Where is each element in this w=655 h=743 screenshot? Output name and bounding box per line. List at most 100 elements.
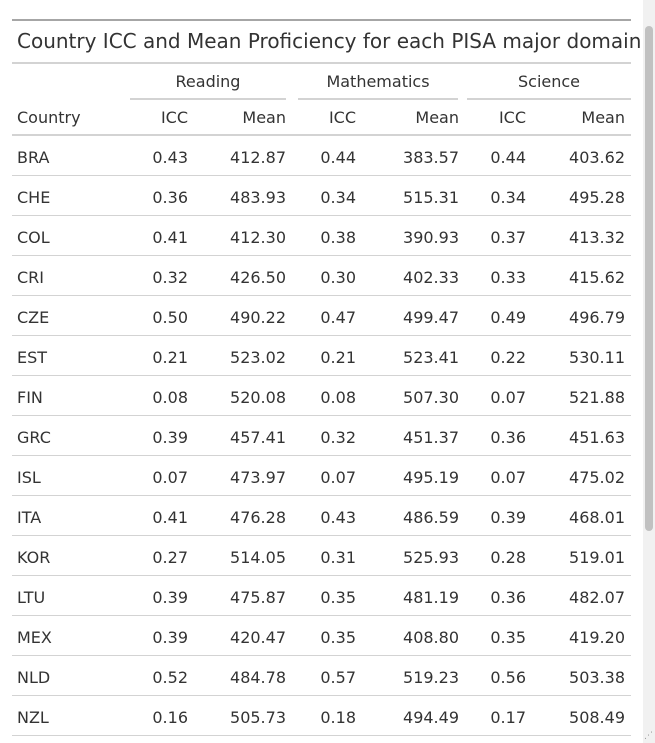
cell-math-icc: 0.57: [320, 668, 356, 687]
cell-country: EST: [17, 348, 48, 367]
spanner-mathematics: Mathematics: [298, 64, 458, 100]
cell-reading-icc: 0.32: [152, 268, 188, 287]
cell-science-icc: 0.07: [490, 388, 526, 407]
table-row: ITA 0.41 476.28 0.43 486.59 0.39 468.01: [12, 496, 631, 536]
cell-science-icc: 0.34: [490, 188, 526, 207]
cell-reading-icc: 0.50: [152, 308, 188, 327]
column-header-math-mean: Mean: [415, 108, 459, 127]
cell-science-icc: 0.35: [490, 628, 526, 647]
cell-math-mean: 494.49: [403, 708, 459, 727]
cell-math-icc: 0.34: [320, 188, 356, 207]
table-row: FIN 0.08 520.08 0.08 507.30 0.07 521.88: [12, 376, 631, 416]
spanner-science: Science: [467, 64, 631, 100]
cell-math-mean: 486.59: [403, 508, 459, 527]
cell-reading-icc: 0.16: [152, 708, 188, 727]
cell-country: CRI: [17, 268, 45, 287]
cell-country: FIN: [17, 388, 43, 407]
cell-reading-icc: 0.39: [152, 588, 188, 607]
cell-math-icc: 0.38: [320, 228, 356, 247]
cell-math-mean: 390.93: [403, 228, 459, 247]
cell-science-icc: 0.28: [490, 548, 526, 567]
cell-science-icc: 0.22: [490, 348, 526, 367]
table-row: MEX 0.39 420.47 0.35 408.80 0.35 419.20: [12, 616, 631, 656]
cell-math-mean: 408.80: [403, 628, 459, 647]
cell-country: LTU: [17, 588, 46, 607]
table-row: LTU 0.39 475.87 0.35 481.19 0.36 482.07: [12, 576, 631, 616]
cell-reading-icc: 0.39: [152, 628, 188, 647]
resize-grip-icon[interactable]: ⋰: [644, 731, 653, 741]
cell-math-mean: 481.19: [403, 588, 459, 607]
cell-science-mean: 451.63: [569, 428, 625, 447]
cell-reading-mean: 490.22: [230, 308, 286, 327]
cell-science-mean: 415.62: [569, 268, 625, 287]
cell-science-icc: 0.39: [490, 508, 526, 527]
cell-reading-mean: 475.87: [230, 588, 286, 607]
cell-country: GRC: [17, 428, 51, 447]
cell-science-mean: 413.32: [569, 228, 625, 247]
cell-country: NLD: [17, 668, 51, 687]
table-row: NZL 0.16 505.73 0.18 494.49 0.17 508.49: [12, 696, 631, 736]
cell-science-icc: 0.37: [490, 228, 526, 247]
cell-reading-icc: 0.41: [152, 508, 188, 527]
cell-reading-mean: 505.73: [230, 708, 286, 727]
cell-reading-icc: 0.27: [152, 548, 188, 567]
cell-math-icc: 0.43: [320, 508, 356, 527]
cell-reading-icc: 0.52: [152, 668, 188, 687]
cell-reading-mean: 412.87: [230, 148, 286, 167]
cell-science-icc: 0.36: [490, 428, 526, 447]
cell-science-icc: 0.56: [490, 668, 526, 687]
cell-reading-mean: 514.05: [230, 548, 286, 567]
column-header-row: Country ICC Mean ICC Mean ICC Mean: [12, 100, 631, 136]
cell-reading-icc: 0.21: [152, 348, 188, 367]
cell-country: ISL: [17, 468, 41, 487]
cell-math-icc: 0.47: [320, 308, 356, 327]
cell-math-icc: 0.35: [320, 588, 356, 607]
cell-science-mean: 521.88: [569, 388, 625, 407]
cell-science-mean: 482.07: [569, 588, 625, 607]
cell-country: MEX: [17, 628, 52, 647]
cell-math-icc: 0.32: [320, 428, 356, 447]
column-header-reading-icc: ICC: [160, 108, 188, 127]
cell-science-icc: 0.33: [490, 268, 526, 287]
cell-math-mean: 499.47: [403, 308, 459, 327]
cell-math-mean: 451.37: [403, 428, 459, 447]
vertical-scrollbar[interactable]: [643, 0, 655, 743]
cell-math-icc: 0.30: [320, 268, 356, 287]
cell-science-mean: 475.02: [569, 468, 625, 487]
cell-reading-mean: 483.93: [230, 188, 286, 207]
cell-math-mean: 525.93: [403, 548, 459, 567]
column-header-country: Country: [17, 108, 81, 127]
table-row: EST 0.21 523.02 0.21 523.41 0.22 530.11: [12, 336, 631, 376]
cell-science-mean: 519.01: [569, 548, 625, 567]
scrollbar-thumb[interactable]: [645, 26, 653, 531]
table-row: ISL 0.07 473.97 0.07 495.19 0.07 475.02: [12, 456, 631, 496]
cell-math-mean: 519.23: [403, 668, 459, 687]
cell-science-mean: 508.49: [569, 708, 625, 727]
spanner-reading: Reading: [130, 64, 286, 100]
cell-math-icc: 0.21: [320, 348, 356, 367]
cell-country: BRA: [17, 148, 50, 167]
cell-reading-mean: 476.28: [230, 508, 286, 527]
table-row: BRA 0.43 412.87 0.44 383.57 0.44 403.62: [12, 136, 631, 176]
cell-science-mean: 495.28: [569, 188, 625, 207]
column-header-math-icc: ICC: [328, 108, 356, 127]
cell-reading-mean: 426.50: [230, 268, 286, 287]
spanner-row: Reading Mathematics Science: [12, 64, 631, 100]
cell-math-icc: 0.44: [320, 148, 356, 167]
column-header-science-mean: Mean: [581, 108, 625, 127]
cell-country: ITA: [17, 508, 42, 527]
table-title: Country ICC and Mean Proficiency for eac…: [12, 21, 641, 64]
cell-science-mean: 530.11: [569, 348, 625, 367]
cell-math-mean: 383.57: [403, 148, 459, 167]
cell-math-mean: 495.19: [403, 468, 459, 487]
cell-country: CHE: [17, 188, 51, 207]
cell-math-icc: 0.07: [320, 468, 356, 487]
pisa-table: Country ICC and Mean Proficiency for eac…: [12, 19, 641, 736]
cell-country: NZL: [17, 708, 49, 727]
cell-science-icc: 0.17: [490, 708, 526, 727]
cell-reading-mean: 520.08: [230, 388, 286, 407]
cell-reading-icc: 0.36: [152, 188, 188, 207]
cell-science-mean: 468.01: [569, 508, 625, 527]
cell-reading-icc: 0.43: [152, 148, 188, 167]
cell-math-icc: 0.35: [320, 628, 356, 647]
